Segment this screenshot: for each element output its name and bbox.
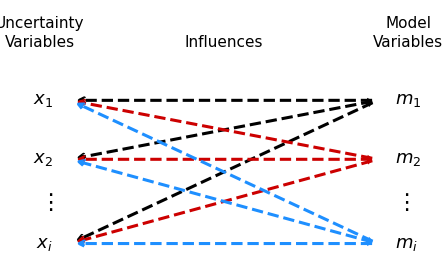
Text: $m_2$: $m_2$ [395,150,422,168]
Text: Model
Variables: Model Variables [373,16,444,50]
Text: $m_i$: $m_i$ [395,235,418,252]
Text: $x_2$: $x_2$ [33,150,53,168]
Text: Uncertainty
Variables: Uncertainty Variables [0,16,84,50]
Text: $\vdots$: $\vdots$ [395,191,409,214]
Text: $\vdots$: $\vdots$ [39,191,53,214]
Text: $m_1$: $m_1$ [395,91,422,109]
Text: Influences: Influences [185,35,263,50]
Text: $x_i$: $x_i$ [36,235,53,252]
Text: $x_1$: $x_1$ [33,91,53,109]
